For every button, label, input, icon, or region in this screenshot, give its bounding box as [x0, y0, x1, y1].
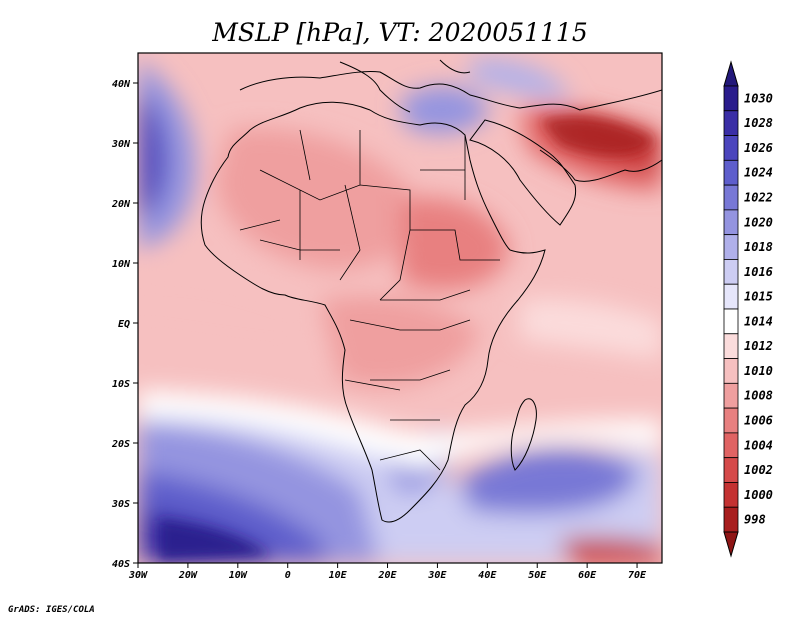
colorbar-swatch: [723, 407, 739, 434]
colorbar-label: 1000: [744, 488, 773, 502]
colorbar-top-arrow: [723, 60, 739, 87]
y-tick-label: 10N: [112, 259, 131, 270]
colorbar-swatch: [723, 308, 739, 335]
country-borders: [239, 129, 500, 471]
colorbar-swatch: [723, 85, 739, 112]
colorbar-label: 1020: [744, 215, 773, 229]
map-title: MSLP [hPa], VT: 2020051115: [211, 18, 587, 47]
europe-coastline: [239, 71, 662, 111]
x-tick-label: 30E: [427, 570, 447, 581]
y-tick-label: 20S: [111, 439, 130, 450]
y-tick-label: 10S: [112, 379, 130, 390]
colorbar-swatch: [723, 506, 739, 533]
colorbar-swatch: [723, 135, 739, 161]
colorbar-label: 1018: [744, 240, 773, 254]
colorbar-label: 1016: [744, 265, 773, 279]
colorbar-label: 998: [744, 513, 766, 527]
colorbar-swatch: [723, 234, 739, 260]
x-tick-label: 20E: [377, 570, 397, 581]
colorbar-swatch: [723, 209, 739, 236]
colorbar-label: 1006: [744, 414, 773, 428]
colorbar-swatch: [723, 283, 739, 310]
y-tick-label: 20N: [111, 199, 131, 210]
colorbar-label: 1010: [744, 364, 773, 378]
colorbar-label: 1008: [744, 389, 773, 403]
colorbar-swatch: [723, 482, 739, 508]
colorbar-swatch: [723, 110, 739, 136]
coastlines: [200, 59, 662, 523]
y-tick-label: 30S: [111, 499, 130, 510]
y-tick-label: EQ: [118, 319, 130, 330]
x-tick-label: 40E: [478, 570, 497, 581]
africa-coastline: [200, 101, 546, 523]
x-tick-label: 50E: [528, 570, 547, 581]
colorbar-label: 1026: [744, 141, 773, 155]
colorbar-label: 1024: [744, 166, 773, 180]
colorbar-label: 1004: [744, 438, 773, 452]
x-tick-label: 60E: [578, 570, 597, 581]
colorbar-swatch: [723, 159, 739, 186]
colorbar-label: 1015: [744, 290, 773, 304]
colorbar-bottom-arrow: [723, 531, 739, 558]
persian-gulf: [539, 149, 662, 182]
colorbar-label: 1002: [744, 463, 773, 477]
colorbar-label: 1030: [744, 91, 773, 105]
colorbar-label: 1028: [744, 116, 773, 130]
x-tick-label: 0: [285, 570, 291, 581]
x-tick-label: 20W: [178, 570, 198, 581]
x-tick-label: 10E: [329, 570, 348, 581]
colorbar: 1030 1028 1026 1024 1022 1020 1018 1016 1015 1014…: [723, 60, 773, 558]
colorbar-label: 1014: [744, 314, 773, 328]
axis-ticks: 30W 20W 10W 0 10E 20E 30E 40E 50E 60E 70E 40N 30N 20N…: [111, 79, 647, 581]
colorbar-swatch: [723, 382, 739, 409]
colorbar-swatch: [723, 259, 739, 285]
x-tick-label: 70E: [628, 570, 647, 581]
colorbar-swatch: [723, 184, 739, 211]
credit-text: GrADS: IGES/COLA: [8, 605, 95, 615]
x-tick-label: 30W: [128, 570, 148, 581]
y-tick-label: 40N: [112, 79, 131, 90]
pressure-field: [138, 53, 662, 563]
colorbar-label: 1022: [744, 191, 773, 205]
colorbar-swatch: [723, 358, 739, 384]
x-tick-label: 10W: [229, 570, 248, 581]
colorbar-swatch: [723, 457, 739, 483]
colorbar-swatch: [723, 432, 739, 459]
arabia-coastline: [469, 119, 577, 226]
madagascar-coastline: [510, 398, 537, 471]
y-tick-label: 30N: [111, 139, 131, 150]
colorbar-label: 1012: [744, 339, 773, 353]
colorbar-swatch: [723, 333, 739, 359]
y-tick-label: 40S: [112, 559, 130, 570]
map-frame: [137, 52, 663, 564]
